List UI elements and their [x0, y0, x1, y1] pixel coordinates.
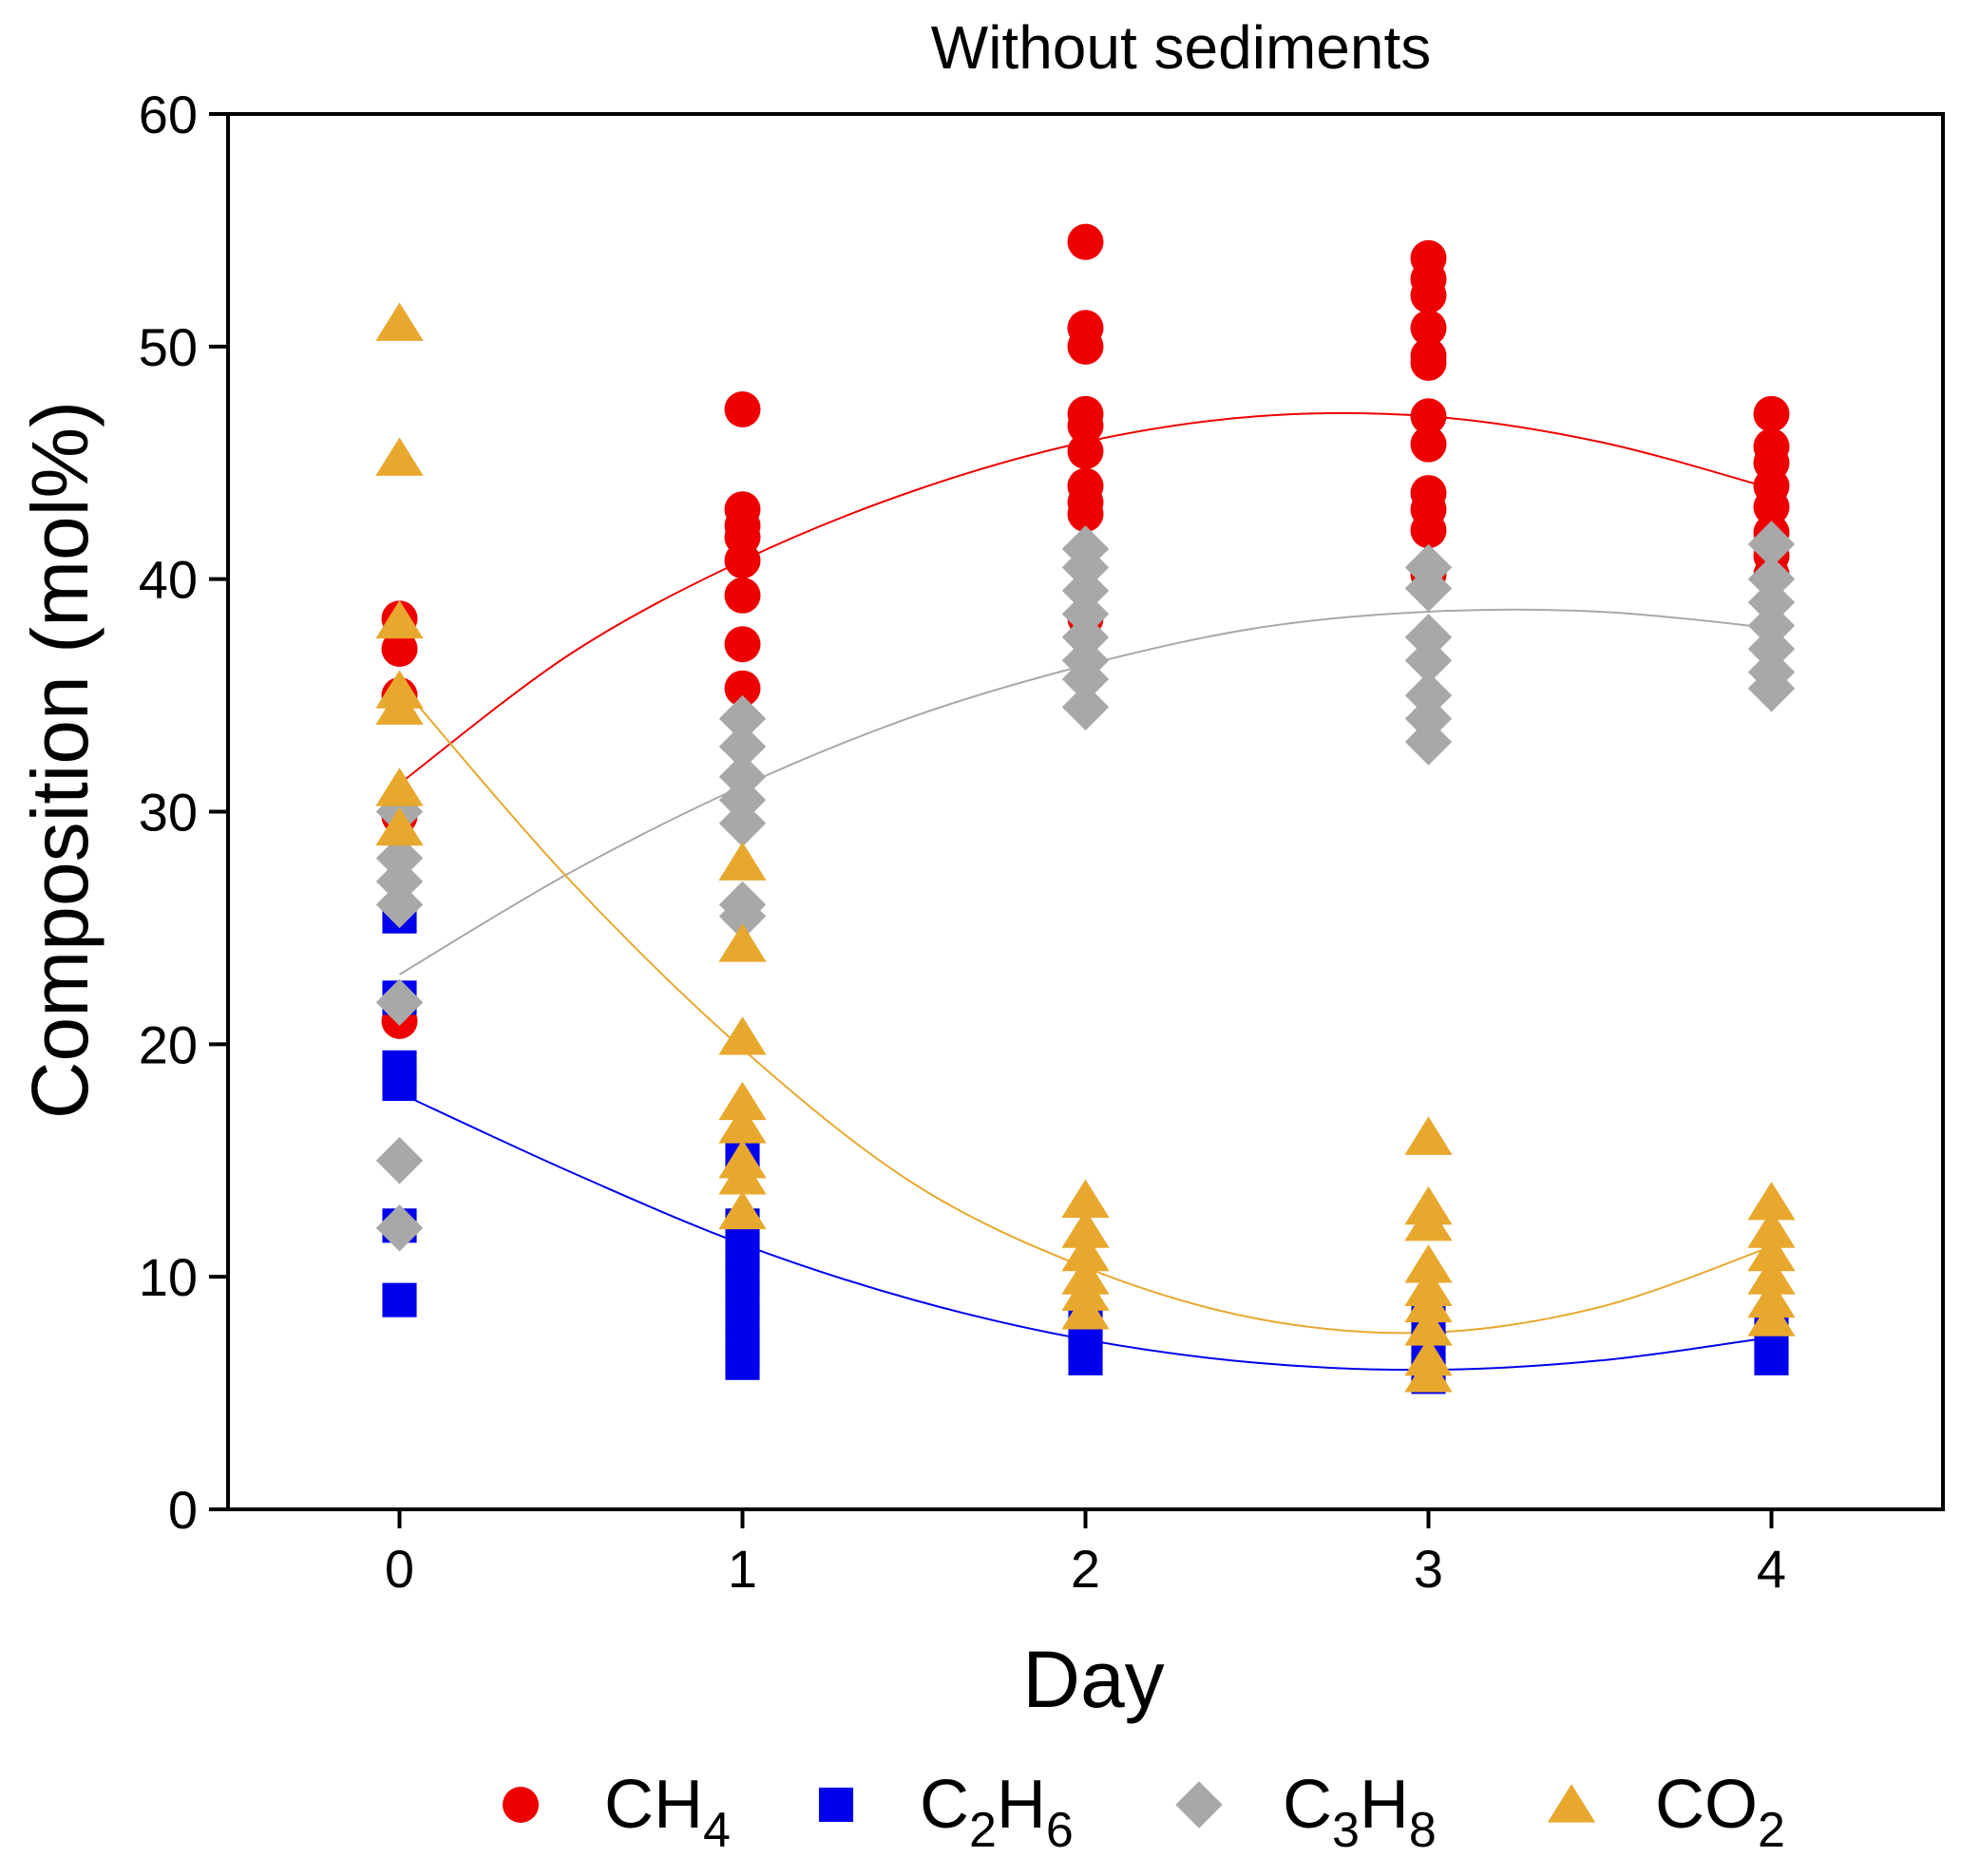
point-co2: [1061, 1232, 1110, 1272]
point-c2h6: [1754, 1340, 1789, 1375]
point-ch4: [1067, 223, 1104, 260]
point-c3h8: [718, 694, 767, 743]
point-ch4: [1410, 512, 1447, 549]
y-axis-ticks: 0 10 20 30 40 50 60: [139, 85, 228, 1540]
y-tick-label: 60: [139, 85, 198, 144]
x-axis-ticks: 0 1 2 3 4: [385, 1509, 1786, 1599]
point-co2: [375, 686, 424, 725]
point-c3h8: [1404, 636, 1453, 685]
point-c2h6: [1068, 1340, 1103, 1375]
point-c3h8: [718, 723, 767, 770]
point-co2: [375, 806, 424, 846]
y-tick-label: 10: [139, 1247, 198, 1307]
point-ch4: [724, 542, 761, 579]
point-ch4: [724, 626, 761, 663]
point-c3h8: [1404, 564, 1453, 613]
point-c2h6: [725, 1345, 760, 1380]
point-ch4: [1410, 310, 1447, 347]
point-co2: [375, 767, 424, 806]
point-co2: [1061, 1179, 1110, 1218]
y-tick-label: 50: [139, 317, 198, 377]
fit-line-co2: [398, 683, 1772, 1335]
y-tick-label: 30: [139, 783, 198, 843]
point-ch4: [381, 631, 418, 668]
point-c3h8: [1061, 655, 1110, 703]
point-co2: [1747, 1232, 1796, 1272]
point-co2: [1404, 1307, 1453, 1346]
point-co2: [375, 302, 424, 341]
x-tick-label: 4: [1757, 1539, 1786, 1599]
point-c3h8: [718, 800, 767, 847]
x-tick-label: 0: [385, 1539, 414, 1599]
point-co2: [718, 842, 767, 881]
point-c3h8: [1747, 665, 1796, 712]
point-co2: [1404, 1244, 1453, 1283]
point-co2: [375, 599, 424, 639]
point-ch4: [1753, 395, 1790, 432]
y-tick-label: 40: [139, 550, 198, 610]
point-co2: [718, 1016, 767, 1055]
point-c3h8: [1061, 683, 1110, 731]
point-ch4: [1410, 398, 1447, 435]
point-c3h8: [718, 892, 767, 940]
point-c2h6: [382, 1066, 417, 1102]
point-ch4: [1753, 488, 1790, 525]
y-axis-label: Composition (mol%): [15, 401, 105, 1119]
point-c3h8: [375, 1137, 424, 1184]
point-ch4: [724, 577, 761, 614]
legend-marker-c3h8: [1175, 1781, 1223, 1829]
point-ch4: [1067, 496, 1104, 533]
point-c3h8: [375, 978, 424, 1026]
point-co2: [718, 1081, 767, 1121]
data-points: [375, 223, 1796, 1394]
point-co2: [1747, 1256, 1796, 1295]
chart-title: Without sediments: [931, 13, 1431, 82]
legend-label-ch4: CH4: [604, 1767, 731, 1858]
y-tick-label: 20: [139, 1014, 198, 1074]
point-ch4: [724, 670, 761, 707]
legend-label-c2h6: C2H6: [920, 1767, 1074, 1858]
point-ch4: [1410, 344, 1447, 381]
legend-label-co2: CO2: [1655, 1767, 1785, 1858]
x-tick-label: 2: [1071, 1539, 1100, 1599]
legend-label-c3h8: C3H8: [1283, 1767, 1437, 1858]
point-ch4: [1067, 328, 1104, 365]
point-co2: [718, 1190, 767, 1230]
point-ch4: [724, 390, 761, 427]
y-tick-label: 0: [168, 1480, 198, 1540]
point-co2: [1404, 1116, 1453, 1155]
point-co2: [1747, 1181, 1796, 1221]
point-co2: [1404, 1354, 1453, 1393]
x-axis-label: Day: [1022, 1635, 1164, 1724]
point-c3h8: [1747, 521, 1796, 568]
point-ch4: [1067, 407, 1104, 445]
point-c3h8: [375, 881, 424, 929]
point-c2h6: [382, 1282, 417, 1317]
point-c3h8: [1404, 718, 1453, 766]
point-ch4: [1410, 276, 1447, 313]
point-c3h8: [375, 1204, 424, 1252]
point-co2: [1061, 1209, 1110, 1248]
point-co2: [1061, 1291, 1110, 1330]
point-co2: [718, 923, 767, 962]
point-co2: [1747, 1209, 1796, 1248]
point-co2: [718, 1156, 767, 1195]
x-tick-label: 3: [1414, 1539, 1443, 1599]
legend: CH4 C2H6 C3H8 CO2: [503, 1767, 1785, 1858]
point-co2: [1747, 1298, 1796, 1336]
x-tick-label: 1: [728, 1539, 757, 1599]
point-co2: [718, 1105, 767, 1144]
point-co2: [1404, 1203, 1453, 1241]
point-ch4: [1067, 433, 1104, 470]
legend-marker-ch4: [503, 1787, 539, 1823]
legend-marker-c2h6: [818, 1787, 854, 1823]
point-ch4: [1410, 426, 1447, 463]
point-co2: [1404, 1283, 1453, 1323]
legend-marker-co2: [1547, 1784, 1596, 1823]
point-co2: [375, 437, 424, 476]
